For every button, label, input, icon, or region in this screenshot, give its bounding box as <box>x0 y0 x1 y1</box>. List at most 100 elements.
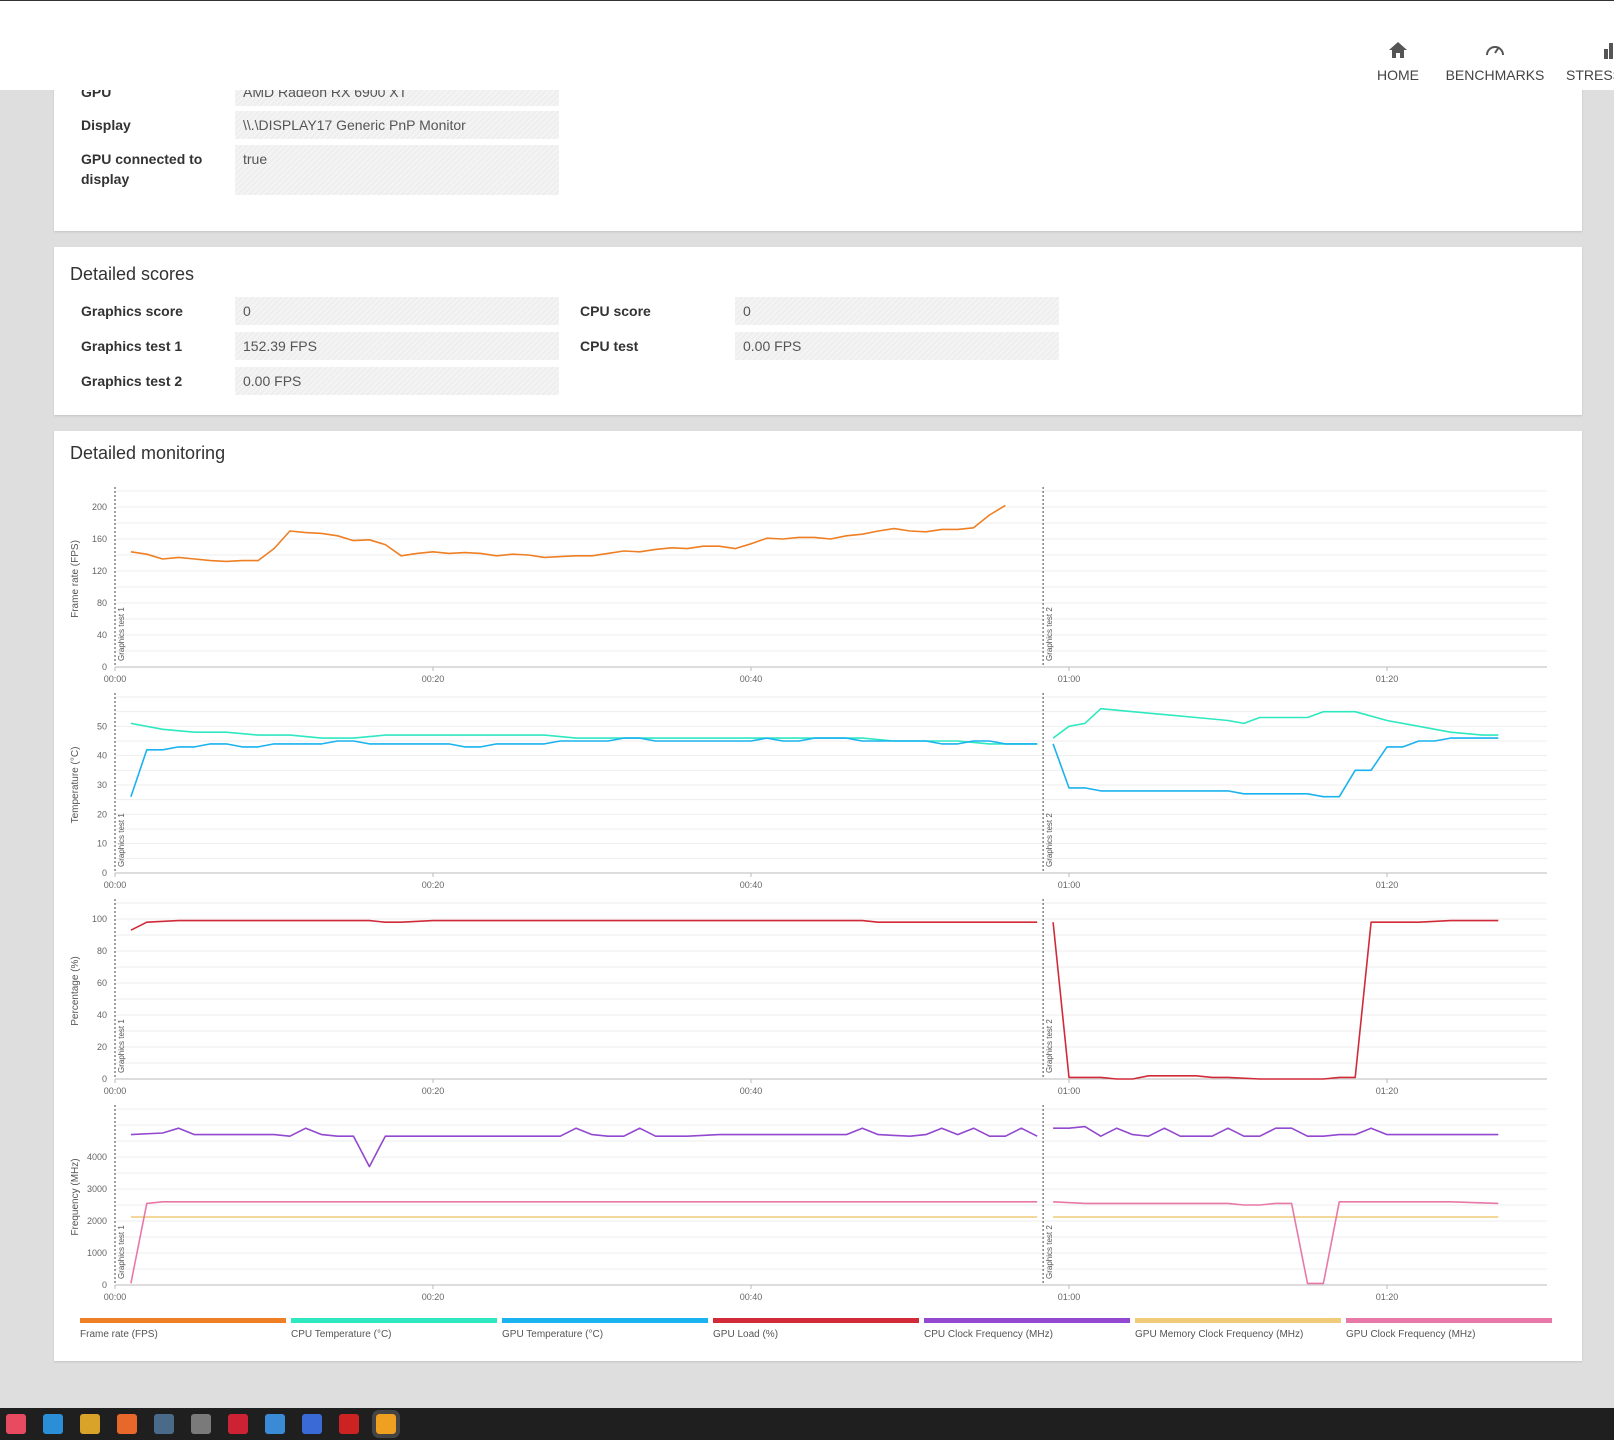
x-tick-label: 00:40 <box>740 1292 763 1302</box>
legend-item[interactable]: Frame rate (FPS) <box>80 1318 286 1340</box>
cpu-score-label: CPU score <box>580 303 651 319</box>
y-tick-label: 0 <box>102 662 107 672</box>
legend-item[interactable]: GPU Temperature (°C) <box>502 1318 708 1340</box>
app-3dmark-icon[interactable] <box>372 1410 400 1438</box>
app-adobe-icon[interactable] <box>339 1414 359 1434</box>
series-line <box>1052 919 1499 1080</box>
windows-taskbar <box>0 1408 1614 1440</box>
legend-color-bar <box>291 1318 497 1323</box>
y-tick-label: 80 <box>97 946 107 956</box>
chart-1: 0 40 80 120 160 200 00:00 00:20 00:40 01:00 01:20 F… <box>70 487 1547 684</box>
x-tick-label: 00:20 <box>422 674 445 684</box>
nav-benchmarks[interactable]: BENCHMARKS <box>1442 39 1548 83</box>
app-card-icon[interactable] <box>191 1414 211 1434</box>
phase-label: Graphics test 2 <box>1045 813 1054 867</box>
app-window-icon[interactable] <box>302 1414 322 1434</box>
detailed-monitoring-title: Detailed monitoring <box>70 443 226 463</box>
x-tick-label: 01:00 <box>1058 1086 1081 1096</box>
x-tick-label: 01:00 <box>1058 1292 1081 1302</box>
legend-color-bar <box>1346 1318 1552 1323</box>
detailed-monitoring-card: Detailed monitoring <box>54 431 1582 1361</box>
display-value: \\.\DISPLAY17 Generic PnP Monitor <box>235 111 559 139</box>
legend-label: CPU Clock Frequency (MHz) <box>924 1329 1053 1340</box>
phase-label: Graphics test 1 <box>117 1019 126 1073</box>
phase-label: Graphics test 2 <box>1045 1019 1054 1073</box>
graphics-score-label: Graphics score <box>81 303 183 319</box>
legend-color-bar <box>80 1318 286 1323</box>
x-tick-label: 01:20 <box>1376 1086 1399 1096</box>
y-axis-title: Percentage (%) <box>70 956 81 1025</box>
series-line <box>1053 1201 1499 1285</box>
app-grid-icon[interactable] <box>265 1414 285 1434</box>
phase-label: Graphics test 1 <box>117 1225 126 1279</box>
series-line <box>130 1201 1038 1284</box>
x-tick-label: 01:20 <box>1376 674 1399 684</box>
y-tick-label: 2000 <box>87 1216 107 1226</box>
y-tick-label: 0 <box>102 1280 107 1290</box>
chrome-icon[interactable] <box>80 1414 100 1434</box>
legend-label: Frame rate (FPS) <box>80 1329 158 1340</box>
graphics-test1-value: 152.39 FPS <box>235 332 559 360</box>
legend-item[interactable]: CPU Clock Frequency (MHz) <box>924 1318 1130 1340</box>
steam-icon[interactable] <box>154 1414 174 1434</box>
y-tick-label: 3000 <box>87 1184 107 1194</box>
y-tick-label: 160 <box>92 534 107 544</box>
x-tick-label: 00:20 <box>422 1086 445 1096</box>
display-label: Display <box>81 117 131 133</box>
x-tick-label: 00:20 <box>422 880 445 890</box>
app-red-icon[interactable] <box>228 1414 248 1434</box>
y-tick-label: 10 <box>97 839 107 849</box>
chart-2: 0 10 20 30 40 50 00:00 00:20 00:40 01:00 01:20 Temp… <box>70 693 1547 890</box>
x-tick-label: 00:40 <box>740 1086 763 1096</box>
stress-icon <box>1604 43 1613 59</box>
firefox-icon[interactable] <box>117 1414 137 1434</box>
top-nav-bar: HOME BENCHMARKS STRESS <box>0 0 1614 90</box>
phase-label: Graphics test 1 <box>117 607 126 661</box>
legend-item[interactable]: CPU Temperature (°C) <box>291 1318 497 1340</box>
legend-color-bar <box>502 1318 708 1323</box>
nav-home[interactable]: HOME <box>1374 39 1422 83</box>
y-tick-label: 20 <box>97 1042 107 1052</box>
series-line <box>1052 737 1499 798</box>
legend-item[interactable]: GPU Memory Clock Frequency (MHz) <box>1135 1318 1341 1340</box>
y-tick-label: 30 <box>97 780 107 790</box>
phase-label: Graphics test 2 <box>1045 1225 1054 1279</box>
cpu-test-value: 0.00 FPS <box>735 332 1059 360</box>
cpu-score-value: 0 <box>735 297 1059 325</box>
y-tick-label: 60 <box>97 978 107 988</box>
nav-benchmarks-label: BENCHMARKS <box>1445 67 1545 83</box>
x-tick-label: 01:00 <box>1058 674 1081 684</box>
y-tick-label: 20 <box>97 809 107 819</box>
y-tick-label: 40 <box>97 630 107 640</box>
nav-stress[interactable]: STRESS <box>1566 39 1614 83</box>
y-tick-label: 100 <box>92 914 107 924</box>
nav-home-label: HOME <box>1377 67 1419 83</box>
legend-label: GPU Load (%) <box>713 1329 779 1340</box>
legend-label: GPU Memory Clock Frequency (MHz) <box>1135 1329 1304 1340</box>
legend-item[interactable]: GPU Load (%) <box>713 1318 919 1340</box>
legend-label: GPU Clock Frequency (MHz) <box>1346 1329 1476 1340</box>
x-tick-label: 01:20 <box>1376 1292 1399 1302</box>
detailed-scores-card: Detailed scores Graphics score 0 Graphic… <box>54 247 1582 415</box>
x-tick-label: 00:20 <box>422 1292 445 1302</box>
phase-label: Graphics test 2 <box>1045 607 1054 661</box>
edge-icon[interactable] <box>43 1414 63 1434</box>
y-tick-label: 40 <box>97 1010 107 1020</box>
gauge-icon <box>1486 46 1504 56</box>
x-tick-label: 00:00 <box>104 1086 127 1096</box>
legend-label: CPU Temperature (°C) <box>291 1329 392 1340</box>
app-drop-icon[interactable] <box>6 1414 26 1434</box>
series-line <box>1053 1125 1499 1137</box>
legend-item[interactable]: GPU Clock Frequency (MHz) <box>1346 1318 1552 1340</box>
legend-color-bar <box>924 1318 1130 1323</box>
series-line <box>130 737 1038 797</box>
series-line <box>130 1127 1038 1168</box>
y-tick-label: 50 <box>97 721 107 731</box>
x-tick-label: 00:40 <box>740 674 763 684</box>
cpu-test-label: CPU test <box>580 338 639 354</box>
graphics-test1-label: Graphics test 1 <box>81 338 183 354</box>
legend-color-bar <box>713 1318 919 1323</box>
x-tick-label: 00:00 <box>104 674 127 684</box>
legend-color-bar <box>1135 1318 1341 1323</box>
